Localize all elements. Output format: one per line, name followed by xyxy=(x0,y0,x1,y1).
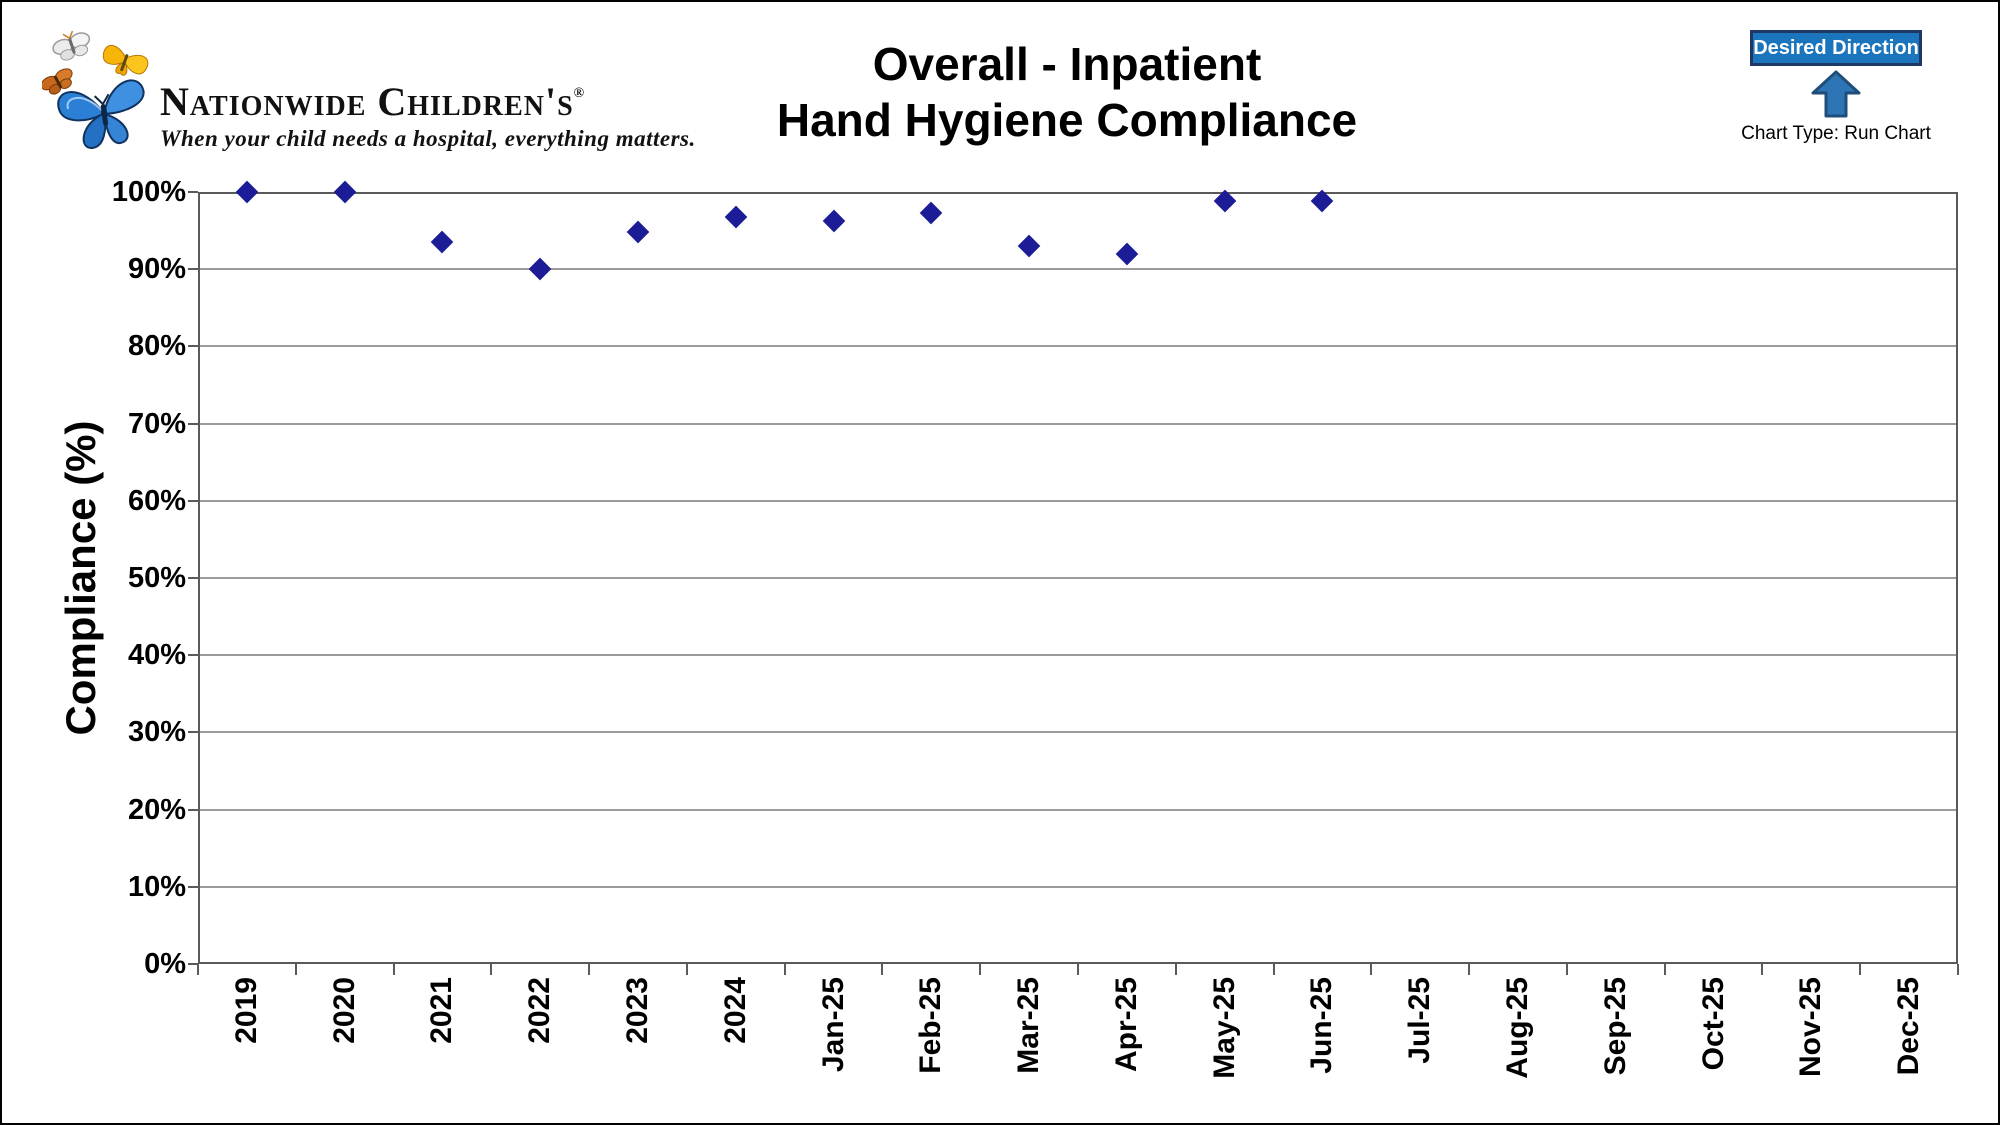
x-axis-tick xyxy=(1272,964,1275,975)
nationwide-childrens-logo: Nationwide Children's® When your child n… xyxy=(42,20,696,151)
gridline-10% xyxy=(198,885,1958,888)
x-axis-label-2024: 2024 xyxy=(718,977,752,1044)
x-axis-label-2019: 2019 xyxy=(229,977,263,1044)
chart-title-line1: Overall - Inpatient xyxy=(872,38,1262,90)
x-axis-tick xyxy=(979,964,982,975)
x-axis-tick xyxy=(1370,964,1373,975)
gridline-60% xyxy=(198,499,1958,502)
x-axis-label-Nov-25: Nov-25 xyxy=(1794,977,1828,1078)
x-axis-tick xyxy=(1761,964,1764,975)
gridline-70% xyxy=(198,422,1958,425)
y-axis-tick-label: 100% xyxy=(111,176,186,208)
x-axis-tick xyxy=(1663,964,1666,975)
y-axis-tick xyxy=(188,885,198,888)
x-axis-label-2022: 2022 xyxy=(523,977,557,1044)
x-axis-label-Apr-25: Apr-25 xyxy=(1109,977,1143,1073)
y-axis-tick-label: 70% xyxy=(127,407,186,440)
x-axis-tick xyxy=(1468,964,1471,975)
registered-mark: ® xyxy=(573,86,586,101)
y-axis-tick-label: 10% xyxy=(127,870,186,903)
x-axis-tick xyxy=(685,964,688,975)
x-axis-label-Feb-25: Feb-25 xyxy=(914,977,948,1074)
x-axis-label-May-25: May-25 xyxy=(1207,977,1241,1079)
y-axis-tick xyxy=(188,808,198,811)
x-axis-label-Dec-25: Dec-25 xyxy=(1892,977,1926,1076)
x-axis-label-Jul-25: Jul-25 xyxy=(1403,977,1437,1064)
gridline-80% xyxy=(198,345,1958,348)
y-axis-tick-label: 80% xyxy=(127,330,186,363)
x-axis-label-Mar-25: Mar-25 xyxy=(1012,977,1046,1074)
plot-border xyxy=(198,192,1958,964)
y-axis-tick-label: 60% xyxy=(127,484,186,517)
y-axis-tick-label: 0% xyxy=(144,948,186,980)
chart-type-label: Chart Type: Run Chart xyxy=(1741,123,1931,144)
desired-direction-legend: Desired Direction Chart Type: Run Chart xyxy=(1736,30,1936,145)
gridline-50% xyxy=(198,577,1958,579)
butterflies-icon xyxy=(42,30,149,149)
y-axis-tick-label: 30% xyxy=(127,716,186,749)
y-axis-tick xyxy=(188,577,198,579)
up-arrow-icon xyxy=(1811,70,1861,118)
chart-title: Overall - Inpatient Hand Hygiene Complia… xyxy=(662,36,1472,148)
x-axis-tick xyxy=(588,964,591,975)
x-axis-label-Jun-25: Jun-25 xyxy=(1305,977,1339,1074)
y-axis-tick-label: 20% xyxy=(127,793,186,826)
y-axis-tick xyxy=(188,731,198,734)
x-axis-tick xyxy=(1174,964,1177,975)
logo-tagline: When your child needs a hospital, everyt… xyxy=(160,126,696,151)
gridline-20% xyxy=(198,808,1958,811)
gridline-40% xyxy=(198,654,1958,657)
y-axis-tick-label: 90% xyxy=(127,253,186,286)
x-axis-tick xyxy=(294,964,297,975)
x-axis-tick xyxy=(1565,964,1568,975)
x-axis-tick xyxy=(1077,964,1079,975)
x-axis-label-Sep-25: Sep-25 xyxy=(1598,977,1632,1076)
x-axis-tick xyxy=(783,964,786,975)
y-axis-tick xyxy=(188,191,198,193)
x-axis-tick xyxy=(392,964,395,975)
y-axis-tick xyxy=(188,422,198,425)
x-axis-tick xyxy=(197,964,199,975)
y-axis-tick xyxy=(188,345,198,348)
x-axis-label-2021: 2021 xyxy=(425,977,459,1044)
y-axis-tick xyxy=(188,963,198,965)
x-axis-label-Aug-25: Aug-25 xyxy=(1501,977,1534,1079)
y-axis-tick xyxy=(188,499,198,502)
gridline-30% xyxy=(198,731,1958,734)
y-axis-tick xyxy=(188,654,198,657)
y-axis-tick-label: 50% xyxy=(127,562,186,594)
desired-direction-badge: Desired Direction xyxy=(1750,30,1922,66)
x-axis-tick xyxy=(490,964,493,975)
x-axis-label-Jan-25: Jan-25 xyxy=(816,977,850,1073)
logo-wordmark: Nationwide Children's® xyxy=(160,79,586,124)
x-axis-tick xyxy=(1859,964,1862,975)
x-axis-tick xyxy=(1957,964,1959,975)
x-axis-label-2023: 2023 xyxy=(621,977,654,1044)
x-axis-label-Oct-25: Oct-25 xyxy=(1696,977,1730,1071)
y-axis-tick-label: 40% xyxy=(127,639,186,672)
x-axis-tick xyxy=(881,964,884,975)
chart-title-line2: Hand Hygiene Compliance xyxy=(776,94,1358,146)
y-axis-tick xyxy=(188,268,198,271)
gridline-90% xyxy=(198,268,1958,271)
x-axis-label-2020: 2020 xyxy=(327,977,361,1044)
